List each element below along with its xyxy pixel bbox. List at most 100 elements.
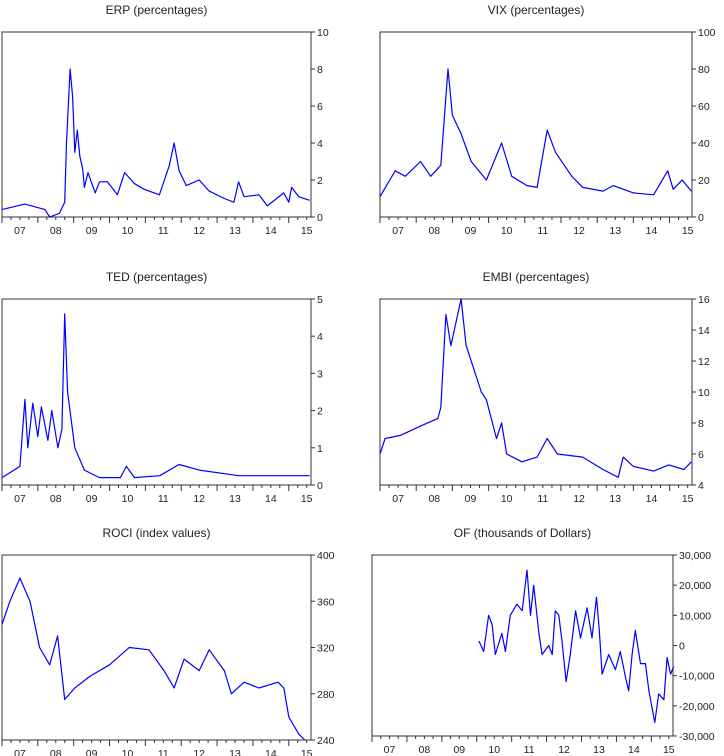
x-tick-label: 12 [193,225,205,237]
x-tick-label: 12 [193,493,205,505]
y-tick-label: 80 [698,64,710,76]
x-tick-label: 10 [122,748,134,756]
y-tick-label: 3 [317,368,323,380]
chart-title: EMBI (percentages) [483,270,590,284]
chart-panel: OF (thousands of Dollars) -30,000 -20,000 -… [371,526,715,756]
y-tick-label: 320 [317,643,335,655]
x-tick-label: 07 [14,225,26,237]
y-tick-label: 0 [679,641,685,653]
x-tick-label: 14 [646,493,658,505]
x-tick-label: 08 [419,744,431,756]
x-tick-label: 07 [392,225,404,237]
y-tick-label: 4 [317,331,323,343]
x-tick-label: 12 [573,225,585,237]
x-tick-label: 15 [682,493,694,505]
series-line [1,313,310,479]
x-tick-label: 09 [86,493,98,505]
x-tick-label: 11 [524,744,535,756]
x-tick-label: 13 [609,493,621,505]
chart-title: OF (thousands of Dollars) [454,526,591,540]
series-line [379,68,692,198]
y-tick-label: 1 [317,443,323,455]
series-line [478,569,675,724]
y-tick-label: 4 [698,480,704,492]
y-tick-label: -20,000 [679,701,715,713]
x-tick-label: 11 [537,493,548,505]
y-tick-label: 10 [698,387,710,399]
y-tick-label: -30,000 [679,731,715,743]
x-tick-label: 12 [573,493,585,505]
x-tick-label: 08 [50,225,62,237]
y-tick-label: -10,000 [679,671,715,683]
x-tick-label: 08 [50,493,62,505]
x-tick-label: 13 [229,493,241,505]
x-tick-label: 11 [537,225,548,237]
y-tick-label: 4 [317,138,323,150]
chart-panel: EMBI (percentages) 4 6 8 10 12 14 16 07 08 09 10 11 1… [379,270,710,505]
y-tick-label: 8 [317,64,323,76]
x-tick-label: 15 [301,748,313,756]
series-line [1,577,306,741]
x-tick-label: 10 [122,225,134,237]
y-tick-label: 360 [317,596,335,608]
x-tick-label: 14 [628,744,640,756]
chart-panel: VIX (percentages) 0 20 40 60 80 100 07 08 09 10 11 1… [379,3,716,237]
x-tick-label: 15 [301,225,313,237]
x-tick-label: 14 [265,748,277,756]
chart-panel: ROCI (index values) 240 280 320 360 400 07 08 09… [1,526,335,756]
y-tick-label: 5 [317,294,323,306]
x-tick-label: 07 [392,493,404,505]
y-tick-label: 10 [317,27,329,39]
chart-title: VIX (percentages) [488,3,585,17]
y-tick-label: 12 [698,356,710,368]
plot-frame [379,31,693,218]
x-tick-label: 10 [501,225,513,237]
plot-frame [371,554,674,737]
x-tick-label: 09 [86,225,98,237]
x-tick-label: 09 [86,748,98,756]
x-tick-label: 09 [453,744,465,756]
x-tick-label: 07 [384,744,396,756]
x-tick-label: 11 [158,748,169,756]
x-tick-label: 10 [488,744,500,756]
y-tick-label: 240 [317,735,335,747]
x-tick-label: 15 [682,225,694,237]
y-tick-label: 280 [317,689,335,701]
x-tick-label: 08 [428,493,440,505]
x-tick-label: 13 [609,225,621,237]
x-tick-label: 10 [501,493,513,505]
series-line [379,298,692,478]
chart-title: TED (percentages) [106,270,207,284]
plot-frame [379,298,693,486]
y-tick-label: 10,000 [679,610,711,622]
x-tick-label: 09 [465,493,477,505]
x-tick-label: 11 [158,493,169,505]
x-tick-label: 15 [663,744,675,756]
y-tick-label: 100 [698,27,716,39]
x-tick-label: 13 [229,748,241,756]
plot-frame [1,554,312,741]
y-tick-label: 6 [317,101,323,113]
y-tick-label: 0 [698,212,704,224]
x-tick-label: 13 [593,744,605,756]
plot-frame [1,298,312,486]
x-tick-label: 13 [229,225,241,237]
y-tick-label: 2 [317,406,323,418]
y-tick-label: 40 [698,138,710,150]
x-tick-label: 09 [465,225,477,237]
y-tick-label: 30,000 [679,550,711,562]
x-tick-label: 14 [265,493,277,505]
x-tick-label: 10 [122,493,134,505]
plot-frame [1,31,312,218]
y-tick-label: 14 [698,325,710,337]
y-tick-label: 20 [698,175,710,187]
y-tick-label: 16 [698,294,710,306]
y-tick-label: 8 [698,418,704,430]
y-tick-label: 2 [317,175,323,187]
x-tick-label: 07 [14,748,26,756]
x-tick-label: 07 [14,493,26,505]
x-tick-label: 12 [558,744,570,756]
y-tick-label: 6 [698,449,704,461]
